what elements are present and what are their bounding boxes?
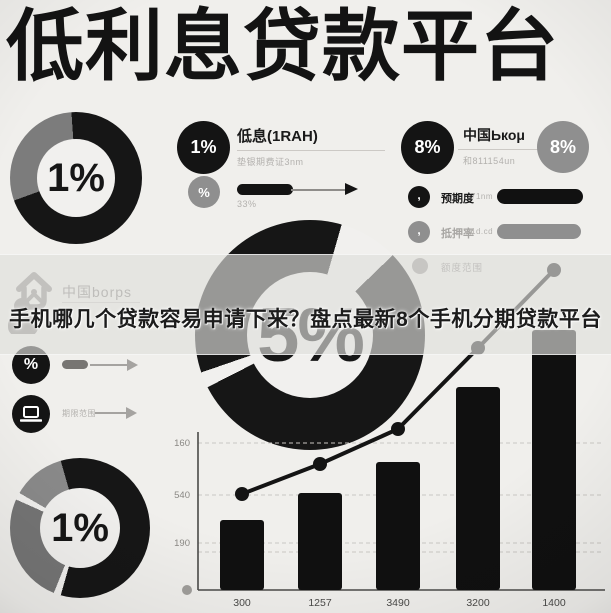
svg-text:3200: 3200 bbox=[466, 597, 490, 609]
donut-top-left-value: 1% bbox=[37, 139, 115, 217]
laptop-icon bbox=[20, 406, 42, 422]
arrow-right-icon bbox=[126, 407, 137, 419]
low-interest-subtext: 垫银期费证3nm bbox=[237, 157, 304, 167]
china-row1-sublabel: 71nm bbox=[471, 192, 494, 201]
divider bbox=[458, 149, 586, 150]
arrow-right-icon bbox=[127, 359, 138, 371]
arrow-line bbox=[90, 364, 128, 366]
low-interest-heading: 低息(1RAH) bbox=[237, 128, 318, 145]
svg-text:3490: 3490 bbox=[386, 597, 410, 609]
low-interest-badge: 1% bbox=[177, 121, 230, 174]
donut-bottom-left-value: 1% bbox=[40, 488, 120, 568]
rating-pill-gray bbox=[497, 224, 581, 239]
divider bbox=[237, 150, 385, 151]
low-interest-caption: 33% bbox=[237, 199, 257, 209]
arrow-right-icon bbox=[345, 183, 358, 195]
rating-pill-dark bbox=[497, 189, 583, 204]
bullet-icon: , bbox=[408, 221, 430, 243]
headline-band bbox=[0, 254, 611, 355]
china-badge-2: 8% bbox=[537, 121, 589, 173]
svg-text:300: 300 bbox=[233, 597, 251, 609]
arrow-line bbox=[291, 189, 347, 191]
china-row2-sublabel: 1d.cd bbox=[471, 227, 494, 236]
svg-text:1257: 1257 bbox=[308, 597, 332, 609]
svg-text:1400: 1400 bbox=[542, 597, 566, 609]
svg-text:160: 160 bbox=[174, 438, 190, 449]
china-badge: 8% bbox=[401, 121, 454, 174]
device-badge bbox=[12, 395, 50, 433]
bullet-icon: , bbox=[408, 186, 430, 208]
percent-icon: % bbox=[188, 176, 220, 208]
progress-pill bbox=[237, 184, 293, 195]
terms-label: 期限范围 bbox=[62, 409, 96, 418]
arrow-line bbox=[95, 412, 127, 414]
donut-chart-bottom-left: 1% bbox=[10, 458, 150, 598]
svg-text:190: 190 bbox=[174, 538, 190, 549]
svg-text:540: 540 bbox=[174, 490, 190, 501]
page-title: 低利息贷款平台 bbox=[6, 2, 560, 90]
china-subtext: 和811154un bbox=[463, 156, 516, 166]
headline-text: 手机哪几个贷款容易申请下来？盘点最新8个手机分期贷款平台 bbox=[9, 308, 602, 331]
progress-pill-small bbox=[62, 360, 88, 369]
bar-line-chart: 160 540 190 300 1257 3490 3200 1400 bbox=[174, 263, 605, 609]
donut-chart-top-left: 1% bbox=[10, 112, 142, 244]
china-row1-label: 预期度 bbox=[441, 193, 474, 205]
china-heading: 中国Ькоμ bbox=[463, 127, 526, 143]
china-row2-label: 抵押率 bbox=[441, 228, 474, 240]
